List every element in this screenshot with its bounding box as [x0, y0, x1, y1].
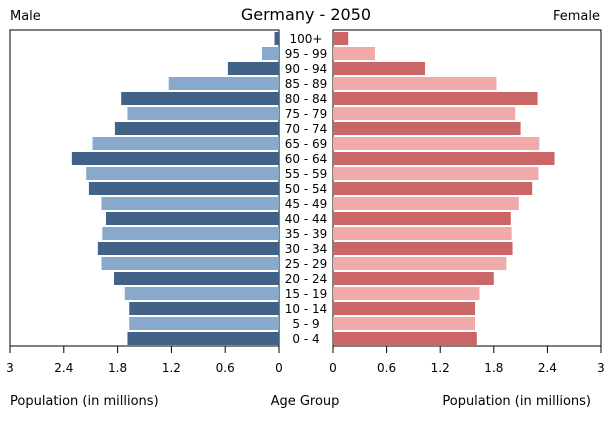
- male-bar-90-94: [227, 62, 279, 75]
- age-group-label: 0 - 4: [292, 332, 319, 346]
- female-bars: [333, 32, 555, 345]
- age-group-label: 5 - 9: [292, 317, 319, 331]
- female-bar-15-19: [333, 287, 480, 300]
- female-bar-80-84: [333, 92, 538, 105]
- female-bar-5-9: [333, 317, 476, 330]
- female-bar-25-29: [333, 257, 507, 270]
- male-bar-70-74: [114, 122, 279, 135]
- age-group-label: 60 - 64: [285, 152, 328, 166]
- female-bar-10-14: [333, 302, 476, 315]
- female-bar-65-69: [333, 137, 540, 150]
- age-group-label: 10 - 14: [285, 302, 328, 316]
- age-group-label: 20 - 24: [285, 272, 328, 286]
- female-x-tick-label: 1.8: [484, 361, 503, 375]
- male-bar-20-24: [114, 272, 279, 285]
- age-group-label: 50 - 54: [285, 182, 328, 196]
- male-x-axis-label: Population (in millions): [10, 394, 159, 409]
- age-group-axis-label: Age Group: [271, 394, 340, 409]
- female-bar-100plus: [333, 32, 349, 45]
- female-bar-20-24: [333, 272, 494, 285]
- male-bar-10-14: [129, 302, 279, 315]
- age-group-label: 70 - 74: [285, 122, 328, 136]
- female-bar-55-59: [333, 167, 539, 180]
- female-x-tick-label: 2.4: [538, 361, 557, 375]
- age-group-label: 40 - 44: [285, 212, 328, 226]
- male-bar-15-19: [124, 287, 279, 300]
- male-bar-55-59: [86, 167, 279, 180]
- male-bar-50-54: [88, 182, 279, 195]
- male-bar-60-64: [71, 152, 280, 165]
- female-bar-75-79: [333, 107, 516, 120]
- male-bar-100plus: [274, 32, 279, 45]
- female-bar-70-74: [333, 122, 521, 135]
- female-x-tick-label: 3: [597, 361, 605, 375]
- male-bar-65-69: [92, 137, 279, 150]
- female-label: Female: [553, 9, 600, 24]
- female-x-axis-label: Population (in millions): [442, 394, 591, 409]
- male-bars: [71, 32, 280, 345]
- male-bar-25-29: [101, 257, 280, 270]
- age-group-label: 85 - 89: [285, 77, 328, 91]
- male-bar-95-99: [261, 47, 279, 60]
- age-group-label: 25 - 29: [285, 257, 328, 271]
- male-bar-75-79: [127, 107, 279, 120]
- age-group-label: 80 - 84: [285, 92, 328, 106]
- female-x-axis: 0 0.6 1.2 1.8 2.4 3: [329, 346, 605, 375]
- male-x-tick-label: 0: [275, 361, 283, 375]
- age-group-label: 45 - 49: [285, 197, 328, 211]
- age-group-label: 30 - 34: [285, 242, 328, 256]
- female-bar-30-34: [333, 242, 513, 255]
- female-x-tick-label: 0: [329, 361, 337, 375]
- male-bar-85-89: [168, 77, 279, 90]
- female-bar-85-89: [333, 77, 497, 90]
- male-x-tick-label: 1.8: [108, 361, 127, 375]
- female-x-tick-label: 1.2: [431, 361, 450, 375]
- male-bar-45-49: [101, 197, 280, 210]
- age-group-label: 90 - 94: [285, 62, 328, 76]
- male-x-axis: 3 2.4 1.8 1.2 0.6 0: [6, 346, 283, 375]
- male-bar-80-84: [121, 92, 279, 105]
- age-group-label: 15 - 19: [285, 287, 328, 301]
- female-bar-40-44: [333, 212, 511, 225]
- male-label: Male: [10, 9, 41, 24]
- chart-title: Germany - 2050: [241, 5, 371, 24]
- female-x-tick-label: 0.6: [377, 361, 396, 375]
- age-group-label: 75 - 79: [285, 107, 328, 121]
- age-group-label: 55 - 59: [285, 167, 328, 181]
- male-bar-40-44: [105, 212, 280, 225]
- male-x-tick-label: 0.6: [216, 361, 235, 375]
- male-bar-35-39: [102, 227, 280, 240]
- male-x-tick-label: 1.2: [162, 361, 181, 375]
- female-bar-90-94: [333, 62, 426, 75]
- female-bar-95-99: [333, 47, 375, 60]
- male-bar-30-34: [97, 242, 279, 255]
- male-bar-0-4: [127, 332, 279, 345]
- age-group-label: 65 - 69: [285, 137, 328, 151]
- female-bar-35-39: [333, 227, 512, 240]
- female-bar-0-4: [333, 332, 477, 345]
- female-bar-50-54: [333, 182, 533, 195]
- male-x-tick-label: 2.4: [54, 361, 73, 375]
- age-group-label: 100+: [290, 32, 323, 46]
- male-x-tick-label: 3: [6, 361, 14, 375]
- age-group-label: 35 - 39: [285, 227, 328, 241]
- male-bar-5-9: [129, 317, 279, 330]
- age-group-label: 95 - 99: [285, 47, 328, 61]
- female-bar-60-64: [333, 152, 555, 165]
- female-bar-45-49: [333, 197, 519, 210]
